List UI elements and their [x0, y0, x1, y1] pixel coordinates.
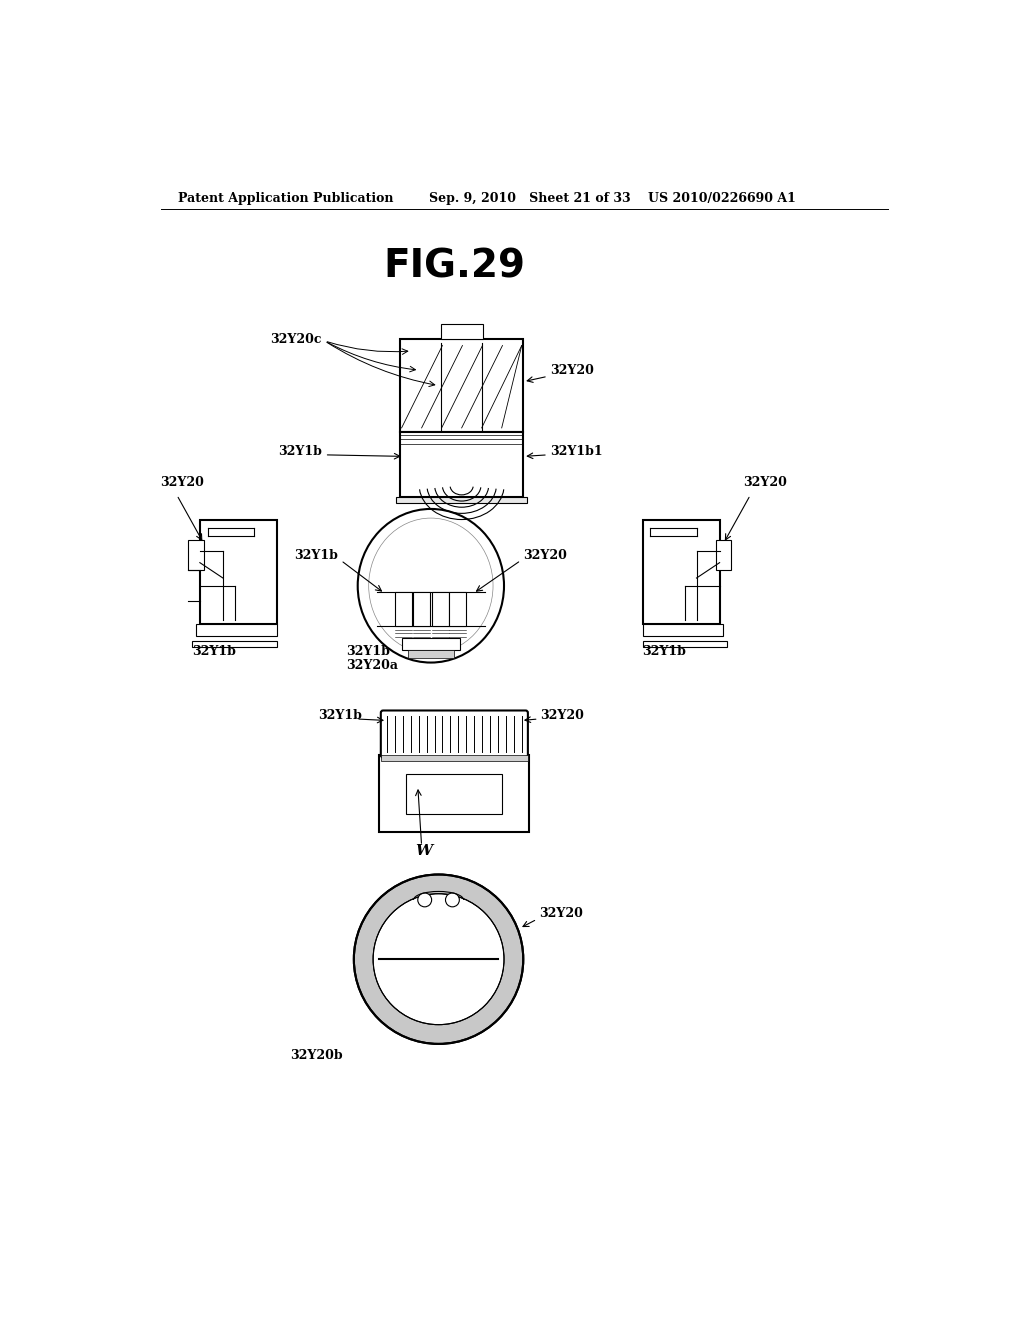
Ellipse shape [357, 510, 504, 663]
Bar [193, 642, 276, 647]
Text: Sep. 9, 2010   Sheet 21 of 33: Sep. 9, 2010 Sheet 21 of 33 [429, 191, 631, 205]
Ellipse shape [369, 517, 493, 653]
Circle shape [418, 892, 432, 907]
Circle shape [375, 895, 503, 1023]
Bar [450, 591, 466, 626]
Text: 32Y1b: 32Y1b [193, 645, 237, 659]
Text: 32Y20: 32Y20 [160, 475, 204, 488]
Bar [432, 591, 449, 626]
Text: 32Y1b1: 32Y1b1 [550, 445, 603, 458]
Bar [401, 638, 460, 651]
Text: 32Y1b: 32Y1b [278, 445, 322, 458]
Bar [400, 339, 523, 432]
Text: 32Y20a: 32Y20a [346, 659, 398, 672]
Text: FIG.29: FIG.29 [383, 247, 525, 285]
Bar [400, 432, 523, 498]
Bar [381, 755, 528, 762]
Text: W: W [416, 845, 432, 858]
Text: 32Y1b: 32Y1b [643, 645, 686, 659]
Text: US 2010/0226690 A1: US 2010/0226690 A1 [648, 191, 796, 205]
Text: 32Y1b: 32Y1b [317, 709, 361, 722]
Bar [395, 591, 413, 626]
Text: 32Y20: 32Y20 [550, 364, 594, 378]
Circle shape [445, 892, 460, 907]
FancyBboxPatch shape [381, 710, 528, 758]
Text: 32Y1b: 32Y1b [346, 645, 390, 659]
Bar [643, 642, 727, 647]
Bar [716, 540, 731, 570]
Bar [200, 520, 276, 624]
Bar [413, 591, 430, 626]
Bar [441, 323, 483, 339]
Bar [396, 498, 527, 503]
Text: 32Y1b: 32Y1b [295, 549, 339, 562]
Text: 32Y20: 32Y20 [539, 907, 583, 920]
Bar [643, 624, 724, 636]
Text: 32Y20c: 32Y20c [270, 333, 322, 346]
Bar [408, 651, 454, 659]
Text: 32Y20: 32Y20 [541, 709, 584, 722]
Text: 32Y20: 32Y20 [523, 549, 567, 562]
Bar [643, 520, 720, 624]
Bar [379, 755, 529, 832]
Text: 32Y20b: 32Y20b [290, 1049, 342, 1063]
Text: 32Y20: 32Y20 [742, 475, 786, 488]
Bar [188, 540, 204, 570]
Bar [407, 775, 503, 814]
Bar [196, 624, 276, 636]
Text: Patent Application Publication: Patent Application Publication [178, 191, 394, 205]
